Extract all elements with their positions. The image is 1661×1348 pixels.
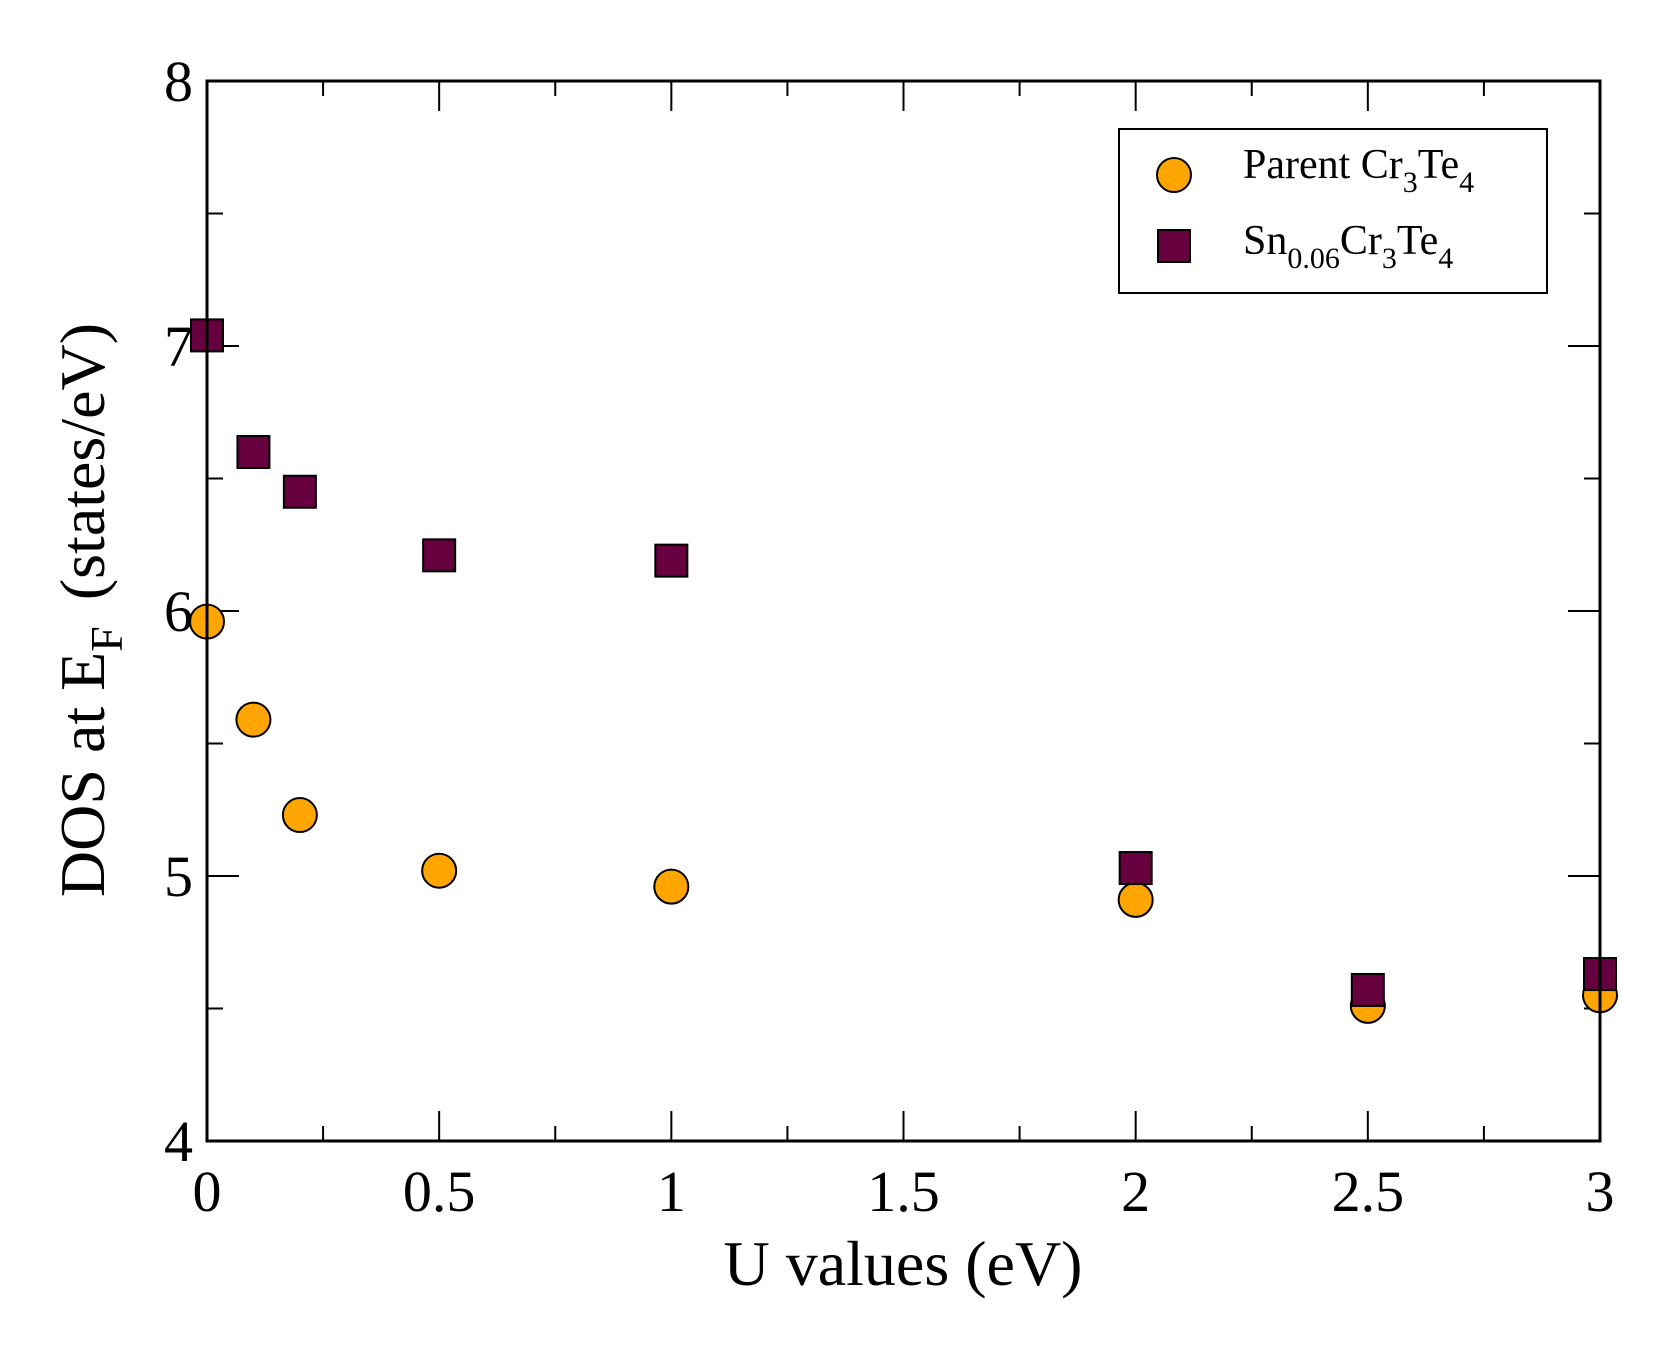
data-point-square xyxy=(282,474,317,509)
legend-label-subscript: 3 xyxy=(1403,166,1418,199)
data-point-square xyxy=(1118,851,1153,886)
legend-label-subscript: 4 xyxy=(1459,166,1474,199)
data-point-circle xyxy=(421,852,458,889)
y-axis-title-units: (states/eV) xyxy=(47,323,118,600)
x-tick-label: 2 xyxy=(1121,1159,1150,1224)
legend: Parent Cr3Te4 Sn0.06Cr3Te4 xyxy=(1118,128,1548,294)
legend-label-part: Parent Cr xyxy=(1243,142,1403,188)
legend-label-subscript: 4 xyxy=(1438,242,1453,275)
plot-area-frame xyxy=(205,79,1602,1143)
y-tick-label: 6 xyxy=(164,579,193,644)
y-axis-title-group: DOS at EF (states/eV) xyxy=(47,323,132,897)
legend-label-part: Sn xyxy=(1243,218,1287,264)
legend-label-parent: Parent Cr3Te4 xyxy=(1243,142,1474,199)
legend-label-subscript: 3 xyxy=(1382,242,1397,275)
data-point-circle xyxy=(1117,881,1154,918)
legend-label-subscript: 0.06 xyxy=(1287,242,1340,275)
data-point-circle xyxy=(281,797,318,834)
x-tick-label: 1 xyxy=(657,1159,686,1224)
x-tick-label: 2.5 xyxy=(1332,1159,1405,1224)
data-point-square xyxy=(1350,972,1385,1007)
data-point-circle xyxy=(653,868,690,905)
x-tick-label: 0 xyxy=(193,1159,222,1224)
x-tick-label: 0.5 xyxy=(403,1159,476,1224)
x-tick-label: 3 xyxy=(1586,1159,1615,1224)
y-axis-title-main: DOS at E xyxy=(47,652,118,897)
legend-label-part: Te xyxy=(1397,218,1438,264)
data-point-square xyxy=(654,543,689,578)
y-tick-label: 8 xyxy=(164,49,193,114)
y-tick-label: 4 xyxy=(164,1109,193,1174)
data-point-square xyxy=(422,538,457,573)
data-point-square xyxy=(236,435,271,469)
y-tick-label: 5 xyxy=(164,844,193,909)
x-axis-title: U values (eV) xyxy=(724,1228,1083,1299)
legend-marker-sn-doped xyxy=(1157,229,1191,263)
y-axis-title-subscript: F xyxy=(81,626,132,652)
x-tick-label: 1.5 xyxy=(867,1159,940,1224)
legend-marker-parent xyxy=(1156,157,1192,193)
data-point-circle xyxy=(235,701,272,738)
legend-label-sn-doped: Sn0.06Cr3Te4 xyxy=(1243,218,1453,275)
legend-label-part: Cr xyxy=(1340,218,1382,264)
y-tick-label: 7 xyxy=(164,314,193,379)
tick-labels: 0 0.5 1 1.5 2 2.5 3 4 5 6 7 8 xyxy=(164,49,1615,1224)
legend-box xyxy=(1118,128,1548,294)
legend-label-part: Te xyxy=(1418,142,1459,188)
y-axis-title: DOS at EF (states/eV) xyxy=(47,323,132,897)
